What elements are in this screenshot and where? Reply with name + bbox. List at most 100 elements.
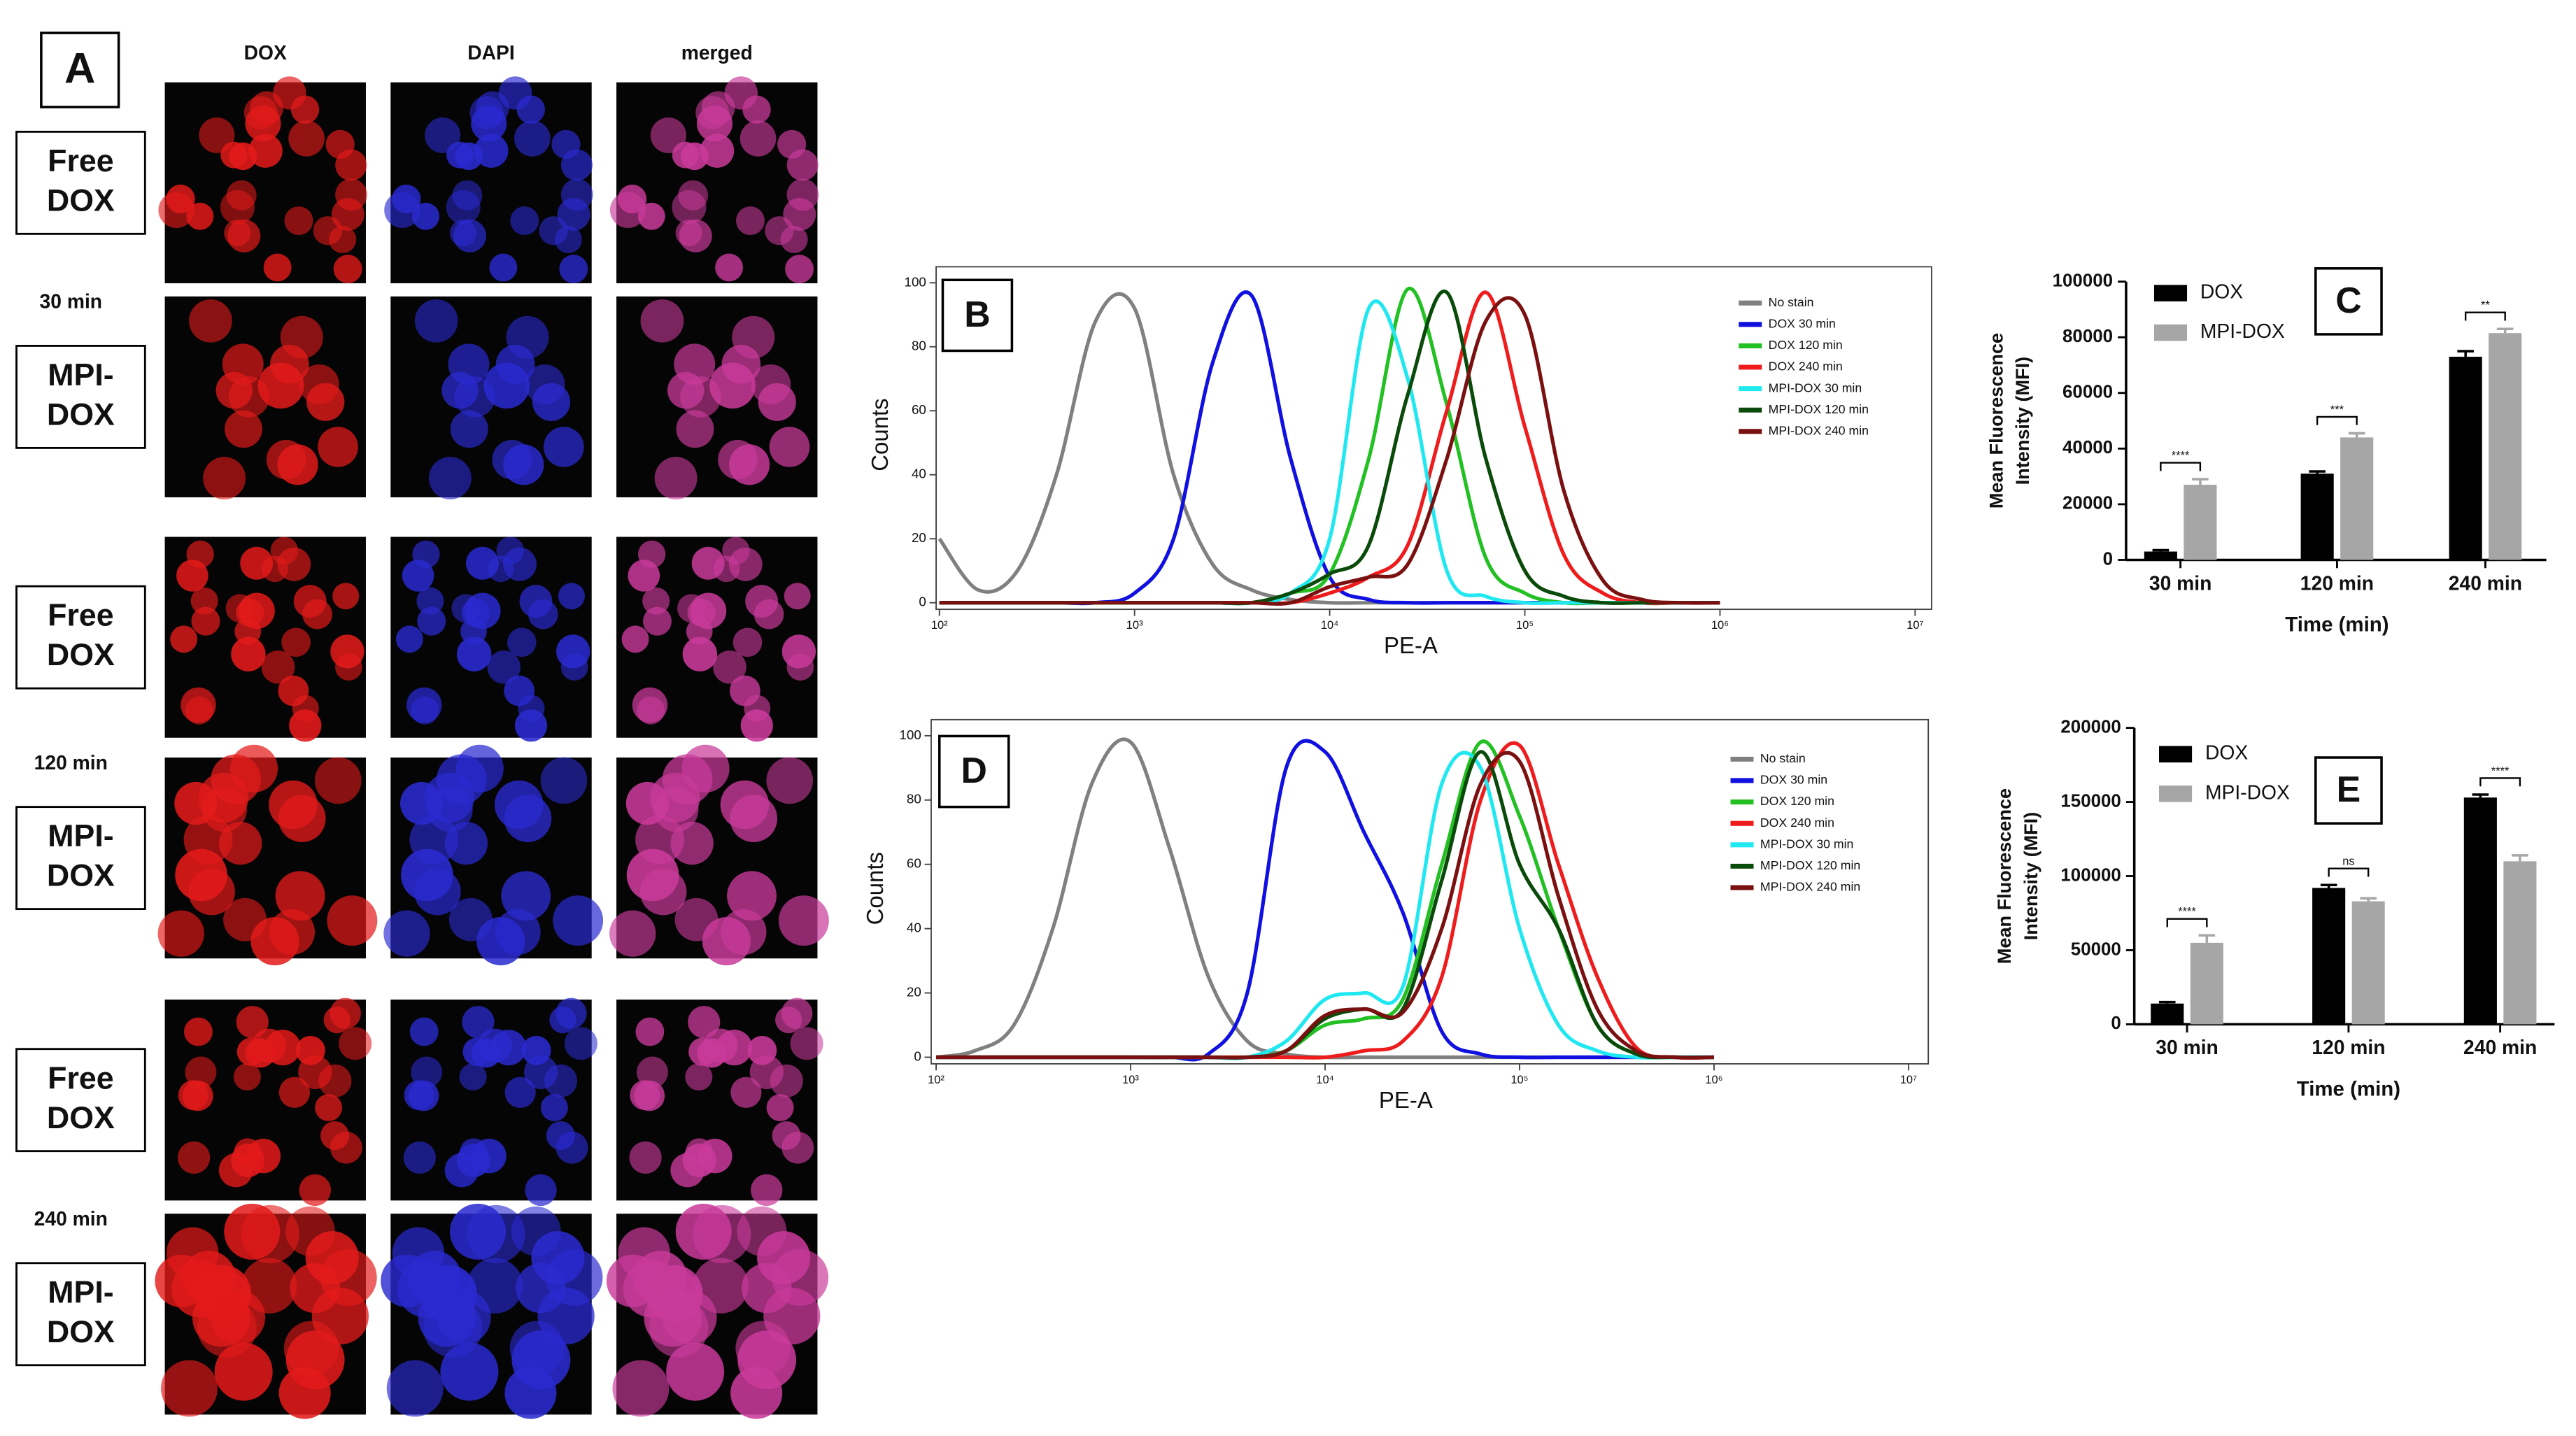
cell — [416, 587, 444, 615]
cell — [674, 897, 719, 941]
x-axis-label: PE-A — [1384, 632, 1438, 658]
cell — [157, 910, 204, 957]
legend-label: DOX 120 min — [1769, 338, 1843, 352]
y-tick-label: 60 — [907, 856, 921, 871]
histogram-line — [939, 290, 1720, 606]
cell — [450, 410, 488, 448]
cell — [299, 364, 339, 404]
x-tick-label: 10² — [931, 619, 948, 632]
cell — [414, 868, 461, 916]
error-bar — [2457, 350, 2474, 357]
cell — [451, 594, 481, 623]
cell — [288, 120, 325, 157]
cell — [675, 220, 702, 247]
bar — [2489, 333, 2522, 560]
error-bar — [2496, 327, 2514, 334]
cell — [492, 439, 532, 480]
legend-label: MPI-DOX 120 min — [1760, 858, 1860, 872]
cell — [718, 439, 758, 480]
legend-label: DOX — [2200, 280, 2243, 303]
y-tick-label: 80000 — [2062, 327, 2113, 346]
column-header: DOX — [244, 41, 287, 64]
cell — [190, 587, 218, 615]
cell — [298, 1055, 332, 1090]
cell — [327, 895, 378, 946]
error-bar — [2348, 432, 2365, 438]
y-tick-label: 0 — [2103, 549, 2113, 569]
cell — [666, 1342, 725, 1401]
cell — [183, 1017, 213, 1046]
cell — [628, 560, 660, 592]
cell — [170, 625, 198, 653]
cell — [400, 781, 444, 825]
cell — [392, 1227, 445, 1279]
y-tick-label: 100000 — [2060, 865, 2121, 885]
column-header: merged — [681, 41, 753, 64]
x-tick-label: 10³ — [1122, 1074, 1139, 1086]
cell — [293, 585, 327, 618]
cell — [696, 106, 733, 142]
cell — [634, 1080, 665, 1111]
cell — [674, 343, 716, 385]
cell — [456, 637, 492, 671]
cell — [640, 299, 684, 343]
cell — [632, 687, 668, 723]
cell — [676, 410, 714, 448]
cell — [402, 560, 434, 592]
y-tick-label: 50000 — [2071, 939, 2121, 959]
legend-label: MPI-DOX 120 min — [1769, 402, 1869, 416]
cell — [781, 634, 816, 669]
cell — [289, 709, 322, 742]
x-axis-label: Time (min) — [2285, 613, 2389, 636]
bar — [2190, 942, 2223, 1025]
cell — [406, 687, 442, 723]
y-tick-label: 60000 — [2062, 383, 2113, 402]
cell — [203, 457, 246, 500]
cell — [444, 1153, 479, 1188]
cell — [219, 821, 262, 865]
cell — [241, 1204, 299, 1263]
cell — [224, 220, 251, 247]
y-tick-label: 60 — [912, 402, 926, 417]
cell — [314, 757, 362, 804]
significance-label: ** — [2481, 299, 2490, 312]
panel-letter: E — [2337, 769, 2361, 809]
cell — [270, 344, 309, 384]
cell — [735, 206, 765, 235]
cell — [263, 253, 292, 282]
cell — [278, 1076, 311, 1108]
cell — [510, 206, 539, 235]
x-tick-label: 120 min — [2300, 571, 2374, 594]
label-box — [15, 1048, 146, 1153]
cell — [266, 439, 306, 480]
bar — [2144, 551, 2177, 560]
legend-label: MPI-DOX — [2200, 320, 2285, 342]
cell — [557, 197, 590, 231]
cell — [540, 1094, 568, 1122]
cell — [686, 618, 713, 645]
cell — [560, 149, 593, 181]
plot-frame — [930, 718, 1930, 1065]
cell — [766, 1094, 794, 1122]
cell — [189, 299, 232, 343]
significance-bracket — [2166, 918, 2208, 927]
cell — [425, 117, 461, 153]
cell — [318, 427, 358, 467]
cell — [523, 1055, 558, 1090]
cell — [223, 897, 267, 941]
bar — [2463, 797, 2497, 1025]
bar — [2184, 485, 2217, 560]
cell — [467, 1204, 525, 1263]
cell — [654, 457, 698, 500]
cell — [240, 546, 274, 580]
cell — [543, 427, 584, 467]
cell — [166, 184, 195, 214]
row-label: DOX — [47, 183, 115, 218]
cell — [285, 1330, 345, 1390]
cell — [784, 583, 811, 610]
cell — [504, 1076, 536, 1108]
cell — [733, 627, 763, 657]
cell — [637, 1056, 668, 1088]
